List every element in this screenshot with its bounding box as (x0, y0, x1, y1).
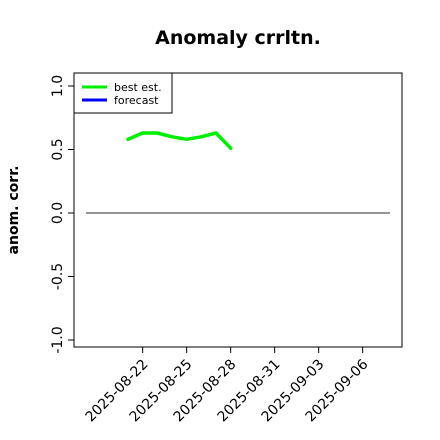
series-line-best-est (126, 131, 233, 150)
chart-title: Anomaly crrltn. (155, 27, 321, 49)
plot-frame (73, 72, 403, 348)
legend-label: best est. (114, 81, 162, 94)
y-tick-label: 0.0 (50, 202, 66, 224)
y-tick-label: 1.0 (50, 75, 66, 97)
y-tick-label: -1.0 (50, 326, 66, 353)
y-axis-label: anom. corr. (6, 166, 22, 255)
y-tick-label: 0.5 (50, 138, 66, 160)
series-layer (86, 131, 390, 214)
y-tick-label: -0.5 (50, 263, 66, 290)
legend: best est.forecast (73, 72, 173, 114)
y-axis: -1.0 -0.5 0.0 0.5 1.0 (50, 75, 74, 354)
legend-box (73, 72, 173, 114)
legend-label: forecast (114, 94, 159, 107)
x-axis: 2025-08-222025-08-252025-08-282025-08-31… (83, 347, 372, 425)
